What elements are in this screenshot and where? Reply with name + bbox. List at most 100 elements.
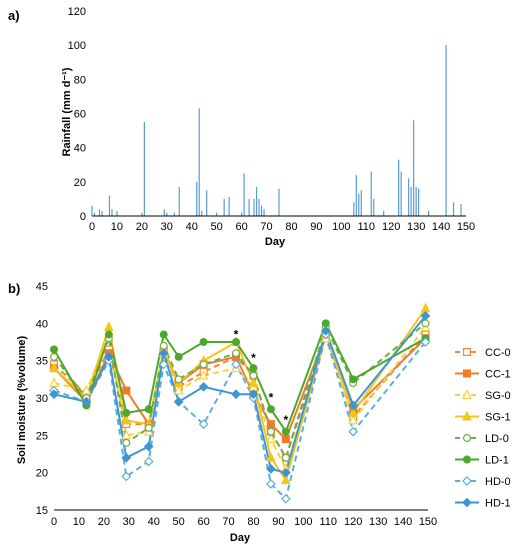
soil-x-tick-label: 70	[222, 516, 234, 528]
soil-x-tick-label: 40	[148, 516, 160, 528]
rainfall-x-tick-label: 140	[432, 221, 450, 233]
soil-x-tick-label: 0	[51, 516, 57, 528]
series-point-hd-1	[104, 352, 114, 362]
series-point-hd-0	[121, 471, 132, 482]
soil-y-tick-label: 45	[36, 281, 48, 293]
series-point-sg-0	[266, 433, 276, 444]
soil-y-tick-label: 15	[36, 505, 48, 517]
rainfall-x-axis-title: Day	[265, 236, 286, 248]
series-point-hd-1	[143, 441, 154, 452]
soil-x-tick-label: 90	[272, 516, 284, 528]
series-point-sg-0	[49, 377, 59, 388]
series-point-ld-1	[159, 330, 168, 339]
rainfall-bar	[445, 45, 447, 216]
soil-x-axis-title: Day	[230, 532, 251, 544]
legend-marker-sg-0	[462, 389, 472, 399]
legend-label-ld-0: LD-0	[485, 433, 509, 445]
series-point-sg-0	[121, 429, 132, 440]
rainfall-bar	[428, 210, 430, 216]
rainfall-bar	[408, 178, 410, 216]
series-point-hd-1	[281, 467, 291, 478]
rainfall-x-tick-label: 50	[211, 221, 223, 233]
series-point-hd-1	[121, 452, 132, 463]
series-point-ld-1	[199, 338, 208, 347]
series-point-ld-0	[174, 375, 183, 384]
soil-x-tick-label: 130	[369, 516, 387, 528]
soil-y-tick-label: 40	[36, 318, 48, 330]
rainfall-bar	[201, 210, 203, 216]
series-point-ld-0	[122, 438, 131, 447]
series-point-hd-0	[158, 359, 169, 370]
series-point-cc-1	[122, 386, 131, 395]
rainfall-bar	[98, 209, 101, 216]
soil-y-tick-label: 35	[36, 356, 48, 368]
significance-marker: *	[251, 351, 256, 365]
series-point-cc-1	[281, 435, 290, 444]
rainfall-x-tick-label: 80	[285, 221, 297, 233]
rainfall-y-tick-label: 80	[74, 74, 86, 86]
series-point-sg-0	[198, 369, 209, 380]
series-point-sg-1	[266, 451, 276, 462]
rainfall-bar	[370, 171, 372, 216]
rainfall-bar	[196, 181, 198, 216]
rainfall-y-axis-title: Rainfall (mm d⁻¹)	[61, 67, 73, 156]
rainfall-x-tick-label: 120	[382, 221, 400, 233]
rainfall-x-tick-label: 30	[161, 221, 173, 233]
rainfall-x-tick-label: 70	[260, 221, 272, 233]
panel-b-label: b)	[8, 281, 20, 296]
series-point-hd-1	[420, 311, 431, 321]
legend-label-sg-1: SG-1	[485, 412, 511, 424]
series-point-ld-0	[421, 319, 430, 328]
series-point-hd-0	[143, 456, 154, 467]
series-point-hd-0	[420, 337, 431, 347]
series-point-sg-1	[103, 321, 114, 332]
rainfall-bar	[228, 197, 230, 216]
series-point-hd-1	[266, 464, 276, 474]
series-point-sg-0	[348, 414, 359, 425]
rainfall-bar	[418, 188, 420, 216]
series-point-hd-0	[281, 493, 291, 504]
soil-y-tick-label: 20	[36, 468, 48, 480]
series-point-hd-0	[348, 426, 359, 437]
legend-label-cc-1: CC-1	[485, 369, 511, 381]
soil-x-tick-label: 50	[173, 516, 185, 528]
rainfall-bar	[91, 205, 93, 216]
rainfall-bar	[141, 212, 143, 216]
rainfall-bar	[413, 120, 415, 216]
rainfall-bar	[360, 190, 362, 216]
rainfall-bar	[460, 204, 462, 216]
series-point-hd-1	[198, 381, 209, 392]
series-point-hd-1	[248, 389, 259, 400]
series-point-ld-1	[266, 405, 275, 414]
rainfall-bar	[258, 198, 260, 216]
series-point-ld-0	[281, 453, 290, 462]
rainfall-bar	[415, 186, 417, 216]
soil-x-tick-label: 60	[197, 516, 209, 528]
rainfall-x-tick-label: 110	[357, 221, 375, 233]
legend-label-hd-0: HD-0	[485, 476, 511, 488]
significance-marker: *	[269, 391, 274, 405]
rainfall-x-tick-label: 0	[89, 221, 95, 233]
series-point-ld-0	[266, 427, 275, 436]
legend-marker-ld-1	[463, 455, 472, 464]
panel-a-label: a)	[8, 8, 20, 23]
series-point-ld-1	[321, 319, 330, 328]
soil-x-tick-label: 140	[394, 516, 412, 528]
series-point-hd-0	[198, 419, 209, 429]
series-point-hd-1	[173, 396, 184, 407]
rainfall-bar	[410, 186, 412, 216]
series-point-ld-1	[144, 405, 153, 414]
series-point-hd-1	[320, 325, 331, 336]
rainfall-bar	[163, 209, 165, 216]
rainfall-bar	[353, 202, 355, 216]
rainfall-bar	[241, 212, 243, 216]
series-point-sg-1	[348, 407, 359, 417]
rainfall-bar	[178, 186, 180, 216]
rainfall-bar	[93, 212, 96, 216]
rainfall-bar	[383, 210, 385, 216]
soil-legend: CC-0 CC-1 SG-0 SG-1 LD-0 LD-1 HD-0 HD-1	[455, 347, 511, 510]
rainfall-bar	[452, 202, 455, 216]
soil-x-tick-label: 100	[294, 516, 312, 528]
rainfall-bar	[355, 175, 357, 216]
